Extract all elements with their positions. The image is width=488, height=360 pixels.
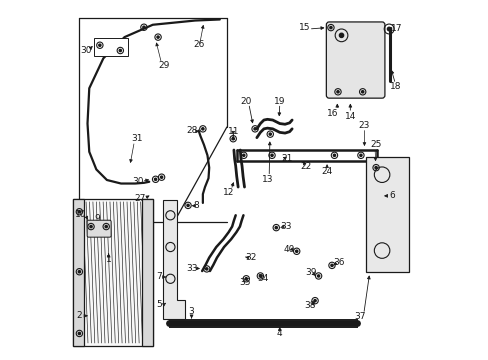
Text: 39: 39 [305, 268, 316, 277]
Circle shape [275, 226, 277, 229]
Circle shape [186, 204, 189, 207]
Text: 8: 8 [193, 201, 199, 210]
Circle shape [78, 332, 81, 334]
Text: 6: 6 [388, 192, 394, 201]
Text: 19: 19 [273, 97, 285, 106]
Text: 33: 33 [185, 264, 197, 273]
Circle shape [313, 300, 316, 302]
Circle shape [78, 211, 81, 213]
Circle shape [317, 275, 319, 277]
Text: 2: 2 [76, 311, 81, 320]
Circle shape [205, 268, 207, 270]
Text: 36: 36 [333, 258, 344, 267]
Text: 28: 28 [186, 126, 198, 135]
Text: 10: 10 [75, 210, 86, 219]
Bar [73, 199, 152, 346]
Text: 14: 14 [344, 112, 355, 121]
Circle shape [157, 36, 159, 38]
Text: 20: 20 [240, 97, 251, 106]
Circle shape [270, 154, 273, 156]
Text: 21: 21 [281, 154, 292, 163]
Circle shape [242, 154, 244, 156]
FancyBboxPatch shape [325, 22, 384, 98]
Circle shape [90, 225, 92, 228]
Circle shape [154, 178, 156, 180]
Text: 29: 29 [158, 61, 169, 70]
Text: 23: 23 [358, 121, 369, 130]
FancyBboxPatch shape [87, 220, 111, 237]
Text: 40: 40 [284, 246, 295, 255]
Circle shape [268, 133, 271, 135]
Text: 12: 12 [223, 188, 234, 197]
Text: 30: 30 [132, 176, 143, 185]
Text: 35: 35 [239, 278, 250, 287]
Text: 1: 1 [105, 255, 111, 264]
Circle shape [78, 271, 81, 273]
Polygon shape [163, 201, 184, 319]
Text: 30: 30 [80, 46, 91, 55]
Circle shape [105, 225, 107, 228]
Circle shape [339, 33, 343, 37]
Circle shape [202, 128, 203, 130]
Text: 26: 26 [193, 40, 204, 49]
Bar [73, 199, 84, 346]
Circle shape [374, 167, 376, 169]
Circle shape [232, 138, 234, 140]
Text: 13: 13 [261, 175, 273, 184]
Text: 27: 27 [135, 194, 146, 203]
Text: 11: 11 [227, 127, 239, 136]
Circle shape [244, 278, 247, 280]
Text: 18: 18 [389, 82, 401, 91]
Text: 17: 17 [390, 24, 402, 33]
Text: 15: 15 [299, 23, 310, 32]
Circle shape [160, 176, 163, 178]
Bar [142, 199, 152, 346]
Text: 3: 3 [188, 307, 194, 316]
Circle shape [99, 44, 101, 46]
Circle shape [336, 91, 338, 93]
Circle shape [361, 91, 363, 93]
Text: 32: 32 [244, 253, 256, 262]
Text: 33: 33 [280, 222, 291, 231]
Text: 16: 16 [326, 109, 338, 118]
Circle shape [333, 154, 335, 156]
Bar [366, 157, 407, 272]
Circle shape [329, 27, 331, 29]
Text: 9: 9 [94, 214, 100, 223]
Text: 4: 4 [276, 329, 282, 338]
Text: 31: 31 [131, 134, 142, 143]
Text: 37: 37 [354, 312, 365, 321]
Circle shape [259, 275, 261, 277]
Text: 22: 22 [300, 162, 311, 171]
Text: 34: 34 [257, 274, 268, 283]
Text: 24: 24 [321, 167, 332, 176]
Circle shape [142, 26, 145, 28]
Circle shape [253, 128, 256, 130]
Circle shape [386, 27, 390, 31]
Text: 25: 25 [369, 140, 381, 149]
Text: 7: 7 [156, 272, 162, 281]
Text: 5: 5 [156, 300, 162, 309]
Circle shape [295, 250, 297, 252]
Text: 38: 38 [304, 301, 315, 310]
Bar [93, 38, 128, 56]
Circle shape [330, 264, 332, 266]
Circle shape [119, 49, 121, 51]
Circle shape [359, 154, 361, 156]
